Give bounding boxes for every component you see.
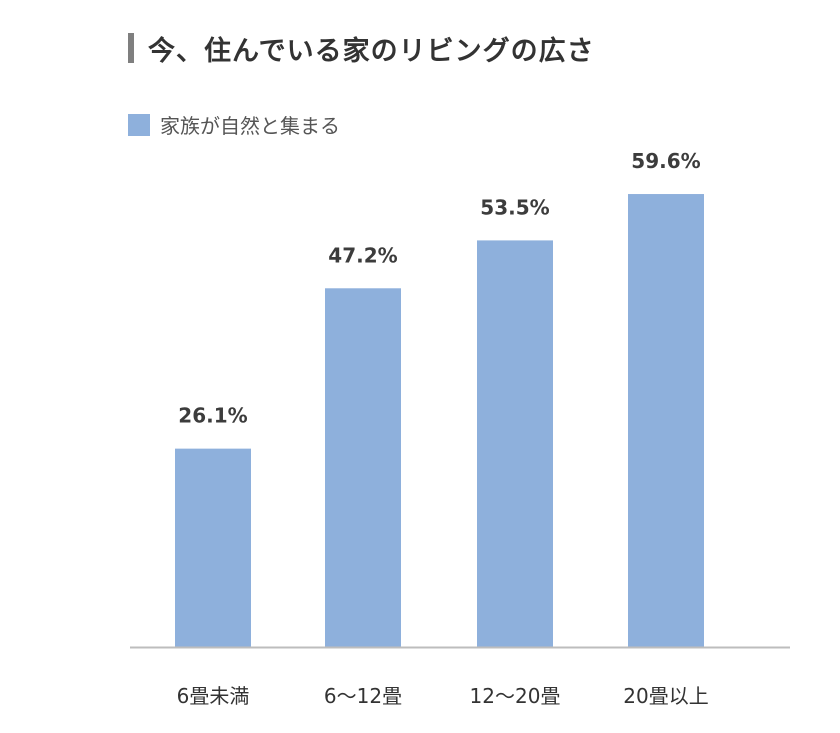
bar-value-label: 47.2%: [328, 243, 397, 267]
bar-2: [325, 288, 401, 647]
legend-label: 家族が自然と集まる: [160, 114, 340, 138]
bar-1: [175, 448, 251, 647]
title-accent-bar: [128, 33, 134, 63]
bar-value-label: 59.6%: [631, 149, 700, 173]
bar-value-label: 53.5%: [480, 195, 549, 219]
chart-title: 今、住んでいる家のリビングの広さ: [128, 28, 595, 68]
bar-3: [477, 240, 553, 647]
legend-swatch: [128, 113, 150, 136]
bar-value-label: 26.1%: [178, 404, 247, 428]
category-label: 6～12畳: [324, 684, 402, 708]
bar-4: [628, 194, 704, 648]
category-label: 6畳未満: [177, 684, 250, 708]
category-label: 20畳以上: [623, 684, 708, 708]
legend: 家族が自然と集まる: [128, 110, 340, 139]
category-label: 12～20畳: [470, 684, 561, 708]
title-text: 今、住んでいる家のリビングの広さ: [148, 35, 595, 67]
